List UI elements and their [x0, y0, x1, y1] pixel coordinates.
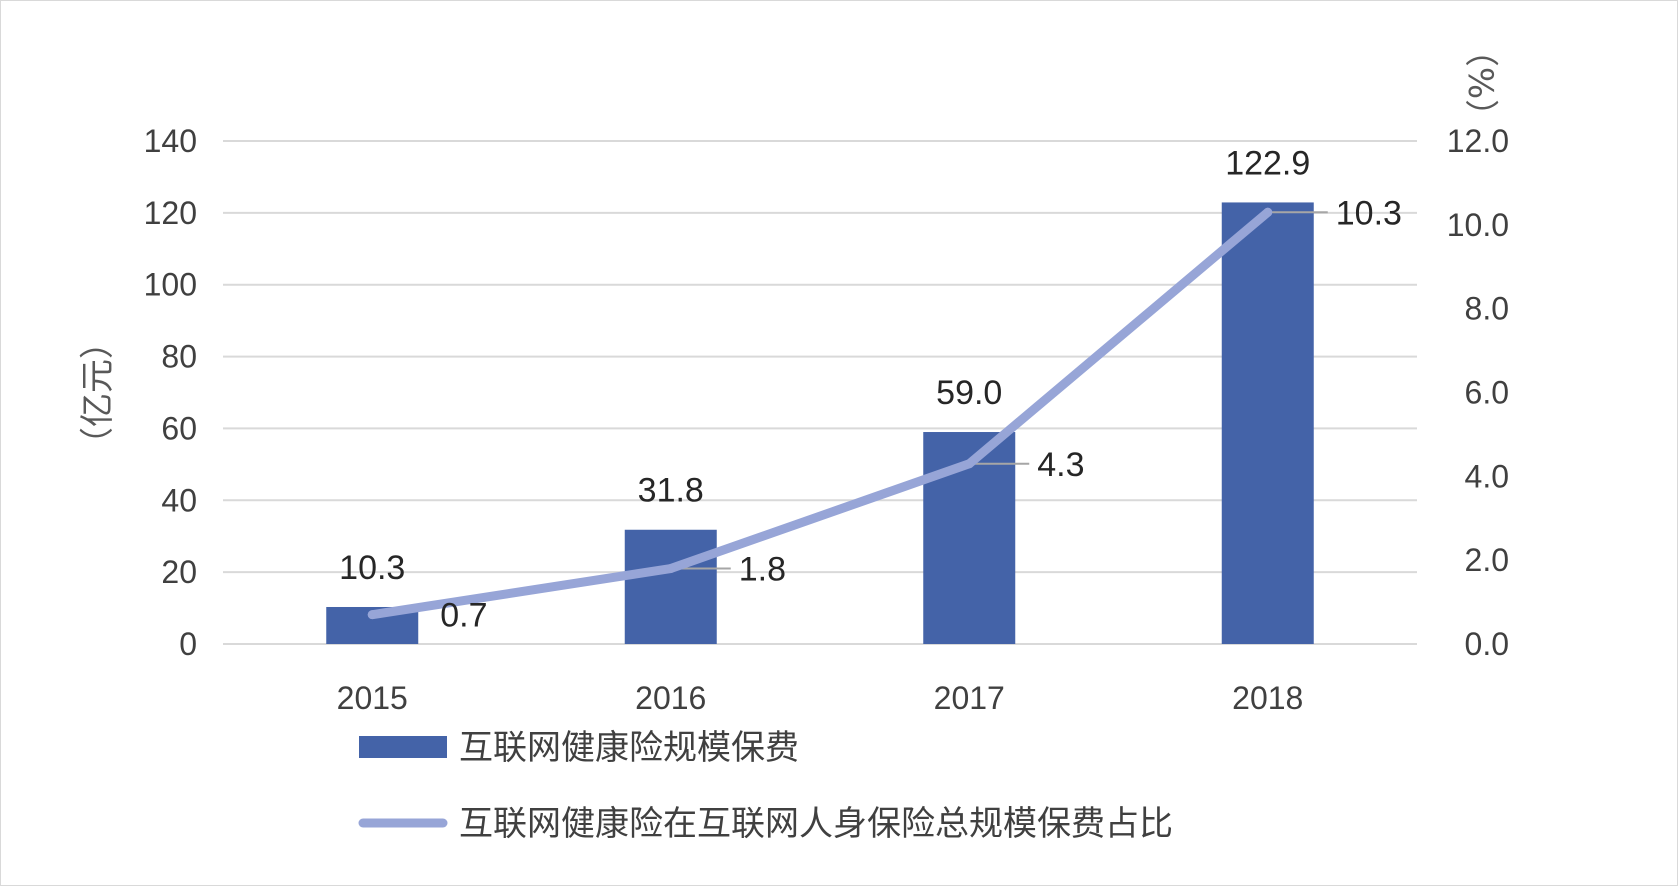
axes: 0 20 40 60 80 100 120 140 0.0 2.0 4.0 6.0 8.0 10.0 12.…	[78, 33, 1509, 716]
bar-series	[326, 202, 1314, 644]
line-value-label: 4.3	[1037, 446, 1084, 484]
data-labels: 10.3 31.8 59.0 122.9 0.7 1.8 4.3 10.3	[339, 144, 1402, 634]
line-series	[367, 207, 1273, 620]
y-right-tick-label: 8.0	[1465, 291, 1509, 327]
bar	[624, 529, 717, 644]
y-left-tick-label: 120	[144, 195, 197, 231]
y-left-tick-label: 100	[144, 267, 197, 303]
x-tick-label: 2018	[1232, 680, 1303, 716]
bar	[1221, 202, 1314, 644]
line-point	[666, 564, 676, 574]
y-right-tick-label: 6.0	[1465, 375, 1509, 411]
bar-value-label: 59.0	[936, 374, 1002, 412]
bar-value-label: 122.9	[1225, 144, 1310, 182]
y-right-tick-label: 10.0	[1447, 207, 1509, 243]
line-value-label: 1.8	[739, 551, 786, 589]
line-series-path	[367, 207, 1273, 620]
line-point	[964, 459, 974, 469]
y-left-tick-label: 40	[161, 482, 197, 518]
y-right-tick-label: 2.0	[1465, 542, 1509, 578]
line-value-label: 0.7	[440, 597, 487, 635]
legend-label-line: 互联网健康险在互联网人身保险总规模保费占比	[459, 804, 1173, 844]
y-right-axis-title: （%）	[1460, 33, 1500, 133]
x-tick-label: 2017	[934, 680, 1005, 716]
legend-label-bar: 互联网健康险规模保费	[459, 728, 799, 768]
y-right-tick-label: 0.0	[1465, 626, 1509, 662]
line-point	[1263, 207, 1273, 217]
y-left-tick-label: 60	[161, 410, 197, 446]
y-left-tick-label: 0	[179, 626, 197, 662]
y-right-tick-label: 12.0	[1447, 123, 1509, 159]
y-left-tick-label: 20	[161, 554, 197, 590]
legend-swatch-bar	[359, 736, 447, 758]
y-left-tick-label: 140	[144, 123, 197, 159]
x-tick-label: 2016	[635, 680, 706, 716]
y-left-tick-label: 80	[161, 339, 197, 375]
y-left-axis-title: （亿元）	[78, 325, 118, 461]
y-right-tick-label: 4.0	[1465, 458, 1509, 494]
gridlines	[223, 140, 1417, 645]
x-tick-label: 2015	[337, 680, 408, 716]
bar-value-label: 31.8	[638, 472, 704, 510]
line-point	[367, 610, 377, 620]
bar-value-label: 10.3	[339, 549, 405, 587]
line-value-label: 10.3	[1336, 194, 1402, 232]
